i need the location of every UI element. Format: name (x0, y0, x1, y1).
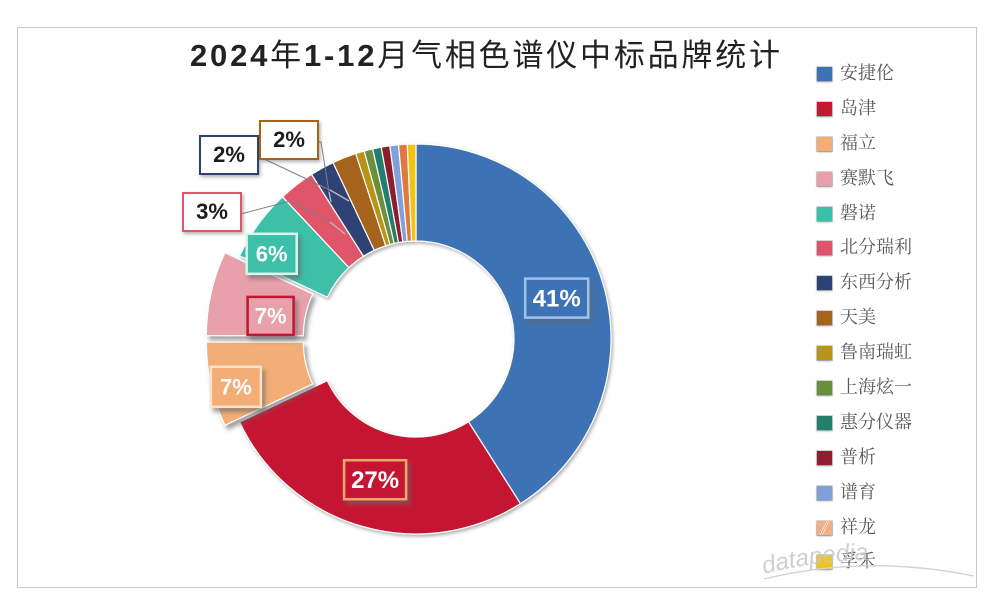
svg-text:3%: 3% (196, 199, 228, 224)
svg-text:7%: 7% (220, 374, 252, 399)
svg-text:41%: 41% (533, 285, 581, 312)
svg-text:7%: 7% (255, 303, 287, 328)
svg-text:datapedia: datapedia (759, 539, 868, 580)
svg-text:2%: 2% (213, 142, 245, 167)
svg-text:2%: 2% (273, 127, 305, 152)
svg-text:6%: 6% (256, 241, 288, 266)
svg-text:27%: 27% (351, 467, 399, 494)
